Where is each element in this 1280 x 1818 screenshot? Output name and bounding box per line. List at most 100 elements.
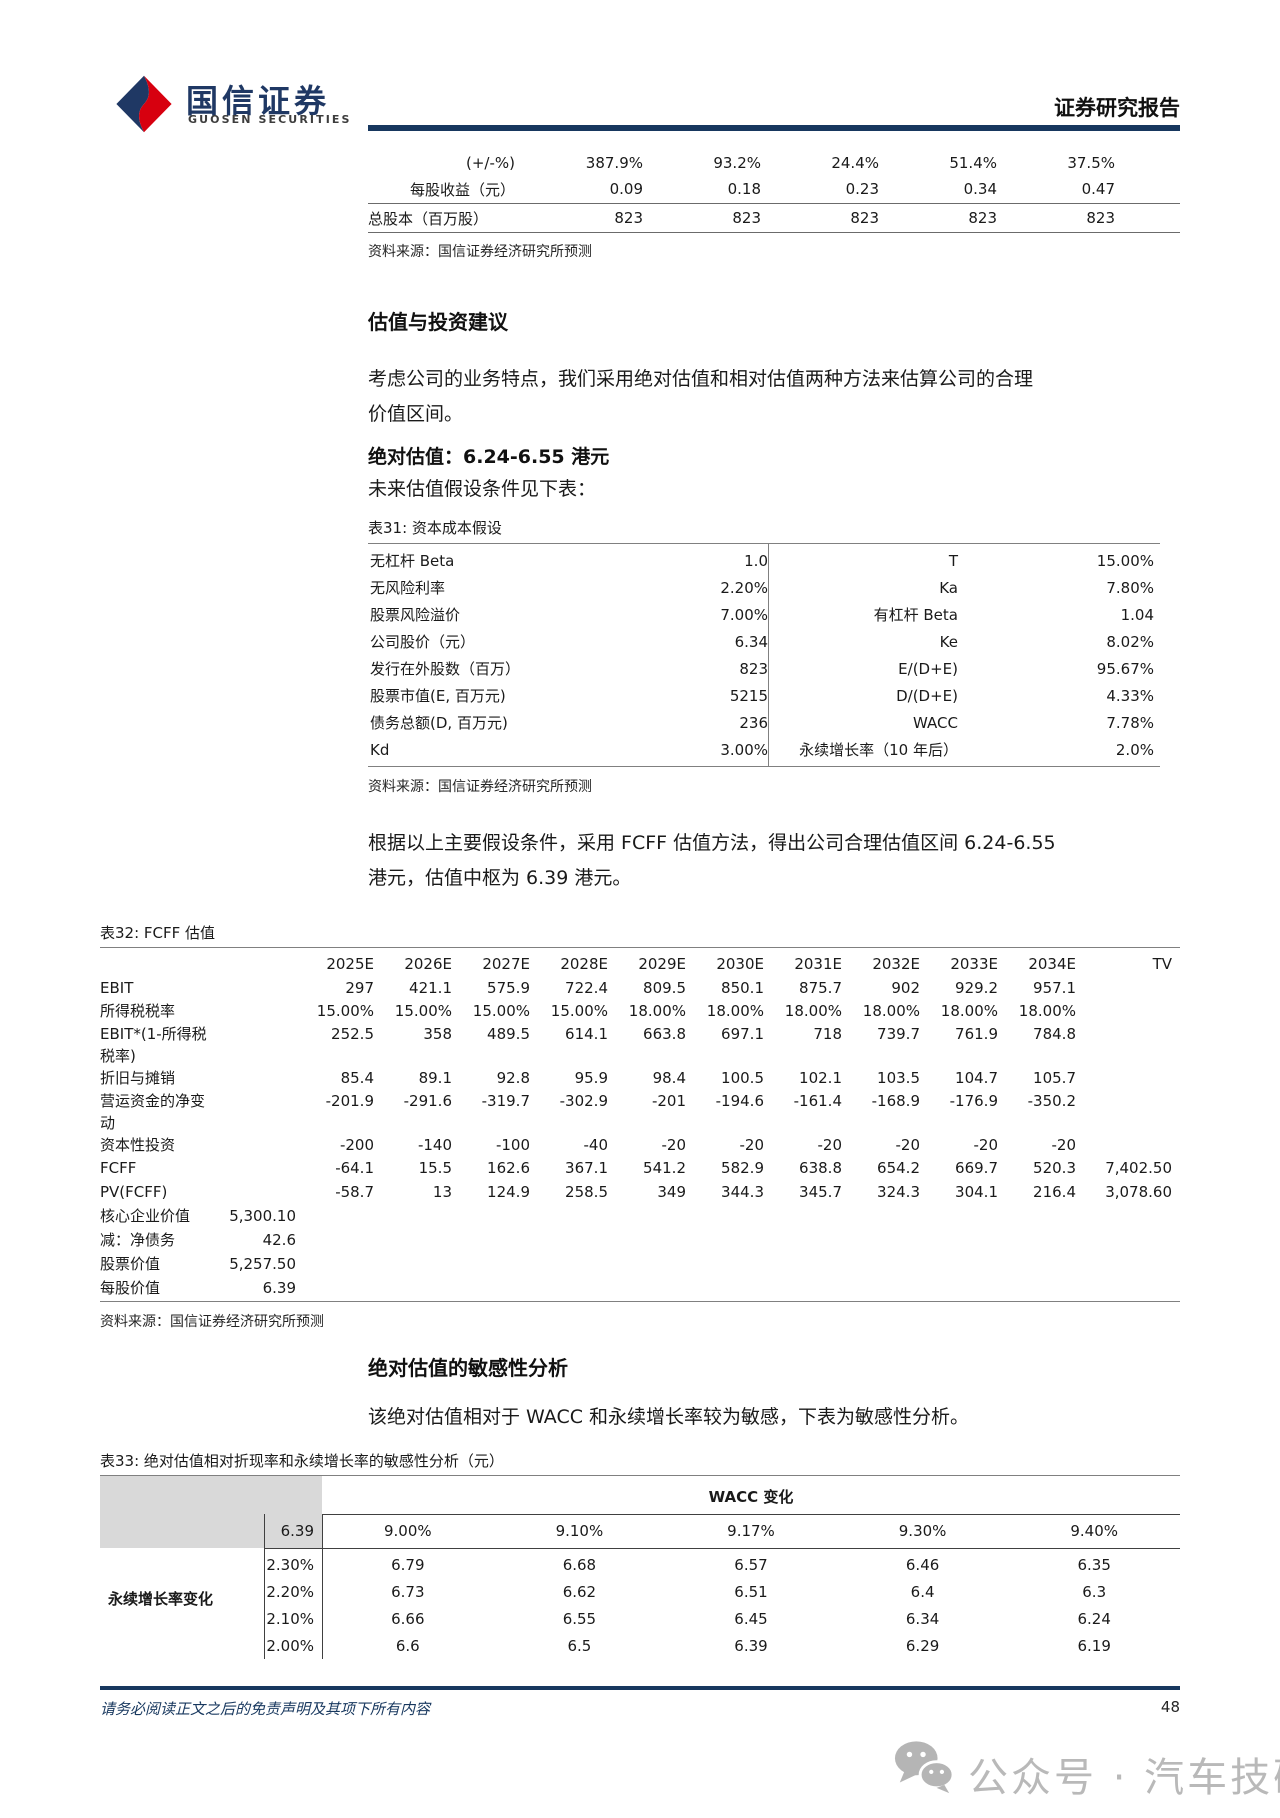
column-header: 9.40% xyxy=(1070,1522,1119,1540)
column-header: 2031E xyxy=(794,955,842,973)
cell: 5215 xyxy=(729,686,768,705)
source-note: 资料来源：国信证券经济研究所预测 xyxy=(100,1314,324,1330)
cell: WACC xyxy=(913,713,958,732)
row-label: 核心企业价值 xyxy=(100,1207,191,1225)
cell: 公司股价（元） xyxy=(370,633,476,651)
table-caption: 表31: 资本成本假设 xyxy=(368,519,502,537)
cell: -319.7 xyxy=(481,1092,530,1110)
cell: 103.5 xyxy=(877,1069,920,1087)
cell: 有杠杆 Beta xyxy=(873,606,958,624)
row-label: 营运资金的净变动 xyxy=(100,1092,206,1132)
column-header: 2032E xyxy=(872,955,920,973)
subsection-heading: 绝对估值：6.24-6.55 港元 xyxy=(368,446,610,468)
table-border-top xyxy=(100,947,1180,948)
cell: 7.78% xyxy=(1106,713,1154,732)
cell: 304.1 xyxy=(955,1183,998,1201)
cell: -201.9 xyxy=(325,1092,374,1110)
cell: 823 xyxy=(1086,209,1115,227)
cell: Kd xyxy=(370,740,390,759)
wechat-icon xyxy=(893,1738,955,1796)
cell: 3.00% xyxy=(720,740,768,759)
cell: 6.6 xyxy=(395,1636,420,1655)
table-column-divider xyxy=(768,543,769,767)
table-row: 折旧与摊销 85.4 89.1 92.8 95.9 98.4 100.5 102… xyxy=(100,1067,1180,1090)
cell: 697.1 xyxy=(721,1025,764,1043)
table-row: Kd 3.00% 永续增长率（10 年后） 2.0% xyxy=(368,736,1160,763)
cell: 6.5 xyxy=(567,1636,592,1655)
cell: -194.6 xyxy=(715,1092,764,1110)
cell: 37.5% xyxy=(1067,154,1115,172)
cell: 95.9 xyxy=(574,1069,608,1087)
cell: 124.9 xyxy=(487,1183,530,1201)
cell: 6.79 xyxy=(391,1555,425,1574)
table-border-bottom xyxy=(368,766,1160,767)
cell: E/(D+E) xyxy=(898,659,958,678)
cell: 98.4 xyxy=(652,1069,686,1087)
cell: 575.9 xyxy=(487,979,530,997)
cell: 236 xyxy=(739,713,768,732)
cell: -20 xyxy=(739,1136,765,1154)
table-border-top xyxy=(368,543,1160,544)
cell: 股票市值(E, 百万元) xyxy=(370,687,506,705)
cell: 367.1 xyxy=(565,1159,608,1177)
cell: 162.6 xyxy=(487,1159,530,1177)
cell: 42.6 xyxy=(262,1231,296,1249)
cell: 358 xyxy=(423,1025,452,1043)
brand-subtitle: GUOSEN SECURITIES xyxy=(188,113,352,126)
table-row: 无风险利率 2.20% Ka 7.80% xyxy=(368,574,1160,601)
row-label: FCFF xyxy=(100,1159,137,1177)
cell: 929.2 xyxy=(955,979,998,997)
cell: 663.8 xyxy=(643,1025,686,1043)
cell: 104.7 xyxy=(955,1069,998,1087)
cell: -20 xyxy=(973,1136,999,1154)
cell: 18.00% xyxy=(628,1002,686,1020)
cell: 6.39 xyxy=(262,1279,296,1297)
column-header: 2027E xyxy=(482,955,530,973)
cell: -40 xyxy=(583,1136,609,1154)
cell: 345.7 xyxy=(799,1183,842,1201)
watermark-text: 公众号 · 汽车技研 xyxy=(968,1755,1280,1801)
table-column-divider xyxy=(322,1514,323,1659)
cell: -161.4 xyxy=(793,1092,842,1110)
cell: 784.8 xyxy=(1033,1025,1076,1043)
cell: 520.3 xyxy=(1033,1159,1076,1177)
paragraph-line: 港元，估值中枢为 6.39 港元。 xyxy=(368,867,632,889)
footer-rule xyxy=(100,1686,1180,1690)
cell: 6.35 xyxy=(1077,1555,1111,1574)
page-number: 48 xyxy=(1160,1698,1180,1716)
cell: 957.1 xyxy=(1033,979,1076,997)
table-row: 2.00% 6.6 6.5 6.39 6.29 6.19 xyxy=(100,1632,1180,1659)
brand-name: 国信证券 xyxy=(186,82,331,120)
column-header: 9.00% xyxy=(383,1522,432,1540)
paragraph-line: 考虑公司的业务特点，我们采用绝对估值和相对估值两种方法来估算公司的合理 xyxy=(368,368,1034,390)
table-divider xyxy=(264,1548,1180,1549)
cell: 614.1 xyxy=(565,1025,608,1043)
column-header: 2033E xyxy=(950,955,998,973)
cell: 0.34 xyxy=(963,180,997,198)
paragraph-line: 根据以上主要假设条件，采用 FCFF 估值方法，得出公司合理估值区间 6.24-… xyxy=(368,832,1056,854)
cell: 18.00% xyxy=(784,1002,842,1020)
cell: 95.67% xyxy=(1096,659,1154,678)
paragraph-line: 该绝对估值相对于 WACC 和永续增长率较为敏感，下表为敏感性分析。 xyxy=(368,1406,970,1428)
cell: 4.33% xyxy=(1106,686,1154,705)
table-row: 债务总额(D, 百万元) 236 WACC 7.78% xyxy=(368,709,1160,736)
table-row: 所得税税率 15.00% 15.00% 15.00% 15.00% 18.00%… xyxy=(100,1000,1180,1023)
table-row: FCFF -64.1 15.5 162.6 367.1 541.2 582.9 … xyxy=(100,1157,1180,1180)
cell: -291.6 xyxy=(403,1092,452,1110)
cell: T xyxy=(948,551,958,570)
row-group-label: 永续增长率变化 xyxy=(108,1590,214,1608)
cell: 24.4% xyxy=(831,154,879,172)
cell: 2.20% xyxy=(720,578,768,597)
row-label: 所得税税率 xyxy=(100,1002,176,1020)
cell: 902 xyxy=(891,979,920,997)
table-row: 总股本（百万股） 823 823 823 823 823 xyxy=(368,205,1180,231)
cell: Ka xyxy=(939,578,958,597)
cell: 0.09 xyxy=(609,180,643,198)
cell: -201 xyxy=(651,1092,686,1110)
growth-rate-cell: 2.20% xyxy=(266,1582,314,1601)
row-label: EBIT xyxy=(100,979,134,997)
corner-fill xyxy=(100,1476,322,1548)
table-caption: 表33: 绝对估值相对折现率和永续增长率的敏感性分析（元） xyxy=(100,1452,504,1470)
row-label: PV(FCFF) xyxy=(100,1183,168,1201)
cell: -100 xyxy=(495,1136,530,1154)
